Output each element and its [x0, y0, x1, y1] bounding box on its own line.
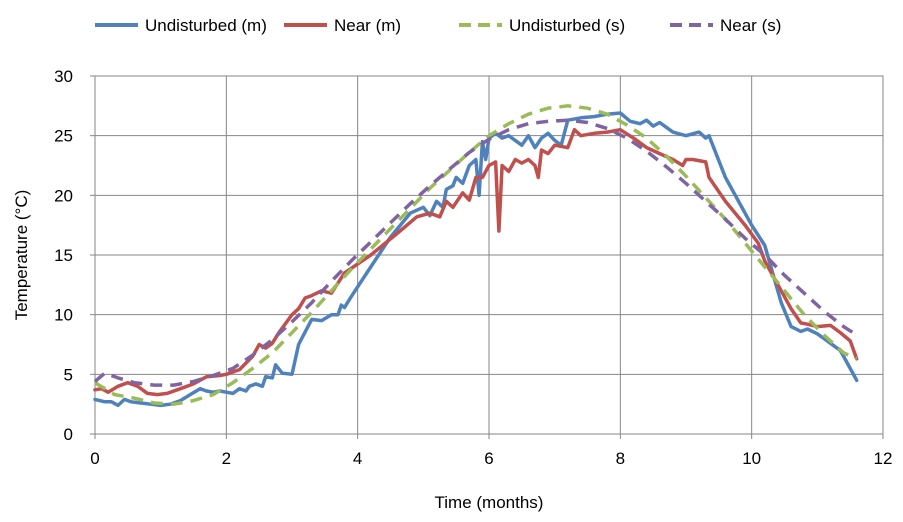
series-line-near-s: [93, 118, 858, 387]
x-tick-label: 0: [90, 449, 99, 468]
x-tick-label: 8: [616, 449, 625, 468]
y-tick-label: 5: [64, 365, 73, 384]
x-tick-label: 10: [742, 449, 761, 468]
x-axis-label: Time (months): [435, 493, 544, 512]
series-lines: [93, 104, 859, 408]
x-tick-labels: 0 2 4 6 8 10 12: [90, 449, 892, 468]
y-tick-label: 25: [54, 127, 73, 146]
y-tick-label: 10: [54, 306, 73, 325]
legend-label: Undisturbed (m): [145, 16, 267, 35]
legend: Undisturbed (m) Near (m) Undisturbed (s) Ne…: [95, 16, 781, 35]
series-line-near-m: [93, 127, 859, 397]
x-tick-label: 12: [874, 449, 893, 468]
series-line-undisturbed-m: [93, 111, 859, 408]
series-line-undisturbed-s: [94, 104, 858, 406]
y-tick-label: 15: [54, 246, 73, 265]
x-tick-label: 6: [484, 449, 493, 468]
legend-label: Near (s): [720, 16, 781, 35]
legend-label: Undisturbed (s): [509, 16, 625, 35]
legend-label: Near (m): [334, 16, 401, 35]
plot-frame: [94, 75, 884, 435]
x-tick-label: 4: [353, 449, 362, 468]
x-tick-label: 2: [222, 449, 231, 468]
y-tick-label: 30: [54, 67, 73, 86]
y-tick-labels: 0 5 10 15 20 25 30: [54, 67, 73, 444]
y-axis-label: Temperature (°C): [12, 190, 31, 321]
y-tick-label: 0: [64, 425, 73, 444]
y-tick-label: 20: [54, 186, 73, 205]
